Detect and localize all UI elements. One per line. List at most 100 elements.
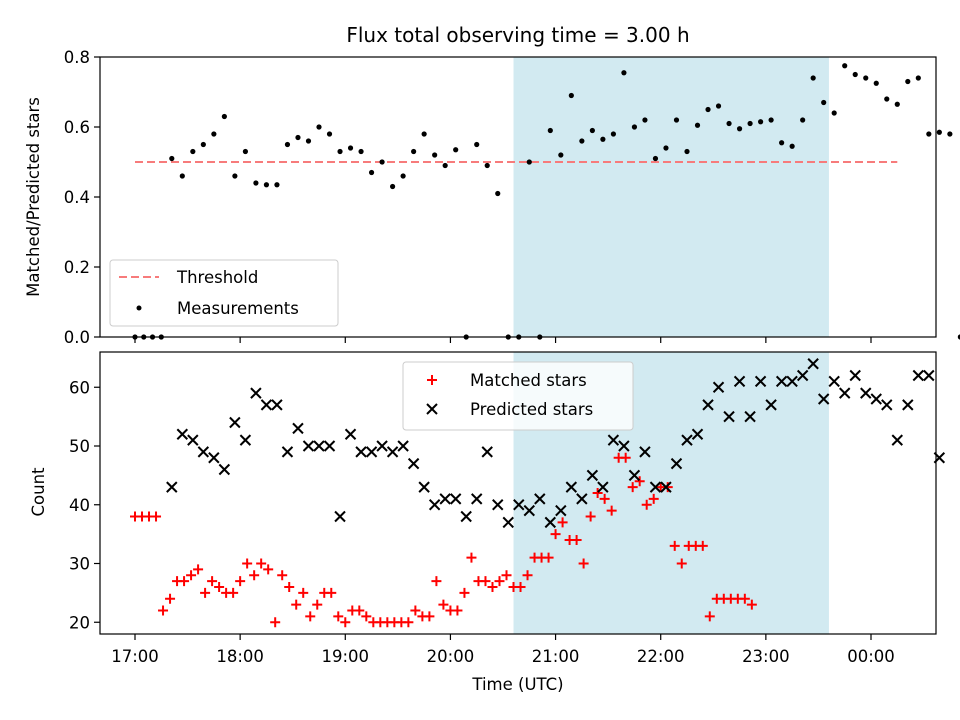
predicted-star-point: [471, 493, 483, 505]
measurement-point: [957, 334, 960, 340]
matched-star-point: [326, 587, 337, 598]
matched-star-point: [641, 499, 652, 510]
measurement-point: [621, 70, 627, 76]
measurement-point: [190, 148, 196, 155]
predicted-star-point: [176, 428, 189, 440]
predicted-star-point: [723, 410, 735, 423]
count-points-layer: [130, 358, 946, 628]
predicted-star-point: [639, 446, 651, 458]
matched-legend-swatch: [427, 375, 437, 385]
matched-star-point: [431, 576, 442, 587]
predicted-star-point: [765, 399, 777, 411]
count-x-tick-label: 19:00: [322, 647, 370, 666]
matched-star-point: [424, 611, 435, 622]
predicted-star-point: [407, 457, 420, 470]
measurement-point: [547, 127, 553, 134]
top-observing-span-layer: [513, 57, 829, 337]
measurement-point: [432, 152, 438, 158]
count-y-tick-label: 40: [69, 496, 90, 515]
matched-star-point: [522, 570, 533, 581]
measurement-point: [747, 120, 753, 127]
predicted-star-point: [607, 434, 620, 446]
count-axis-layer: 20 30 40 50 60 17:00 18:00 19:00 20:00 21:00 22:00…: [69, 351, 937, 666]
measurement-point: [242, 148, 248, 155]
predicted-star-point: [292, 422, 304, 435]
matched-star-point: [151, 511, 162, 522]
ratio-legend-box: [109, 259, 339, 327]
ratio-y-tick-label: 0.4: [64, 188, 90, 207]
predicted-star-point: [744, 410, 756, 423]
chart-title: Flux total observing time = 3.00 h: [346, 23, 689, 47]
predicted-star-point: [565, 481, 578, 493]
measurement-point: [263, 182, 270, 188]
measurement-point: [831, 110, 837, 116]
matched-star-point: [298, 587, 309, 598]
measurement-point: [484, 162, 490, 169]
measurement-point: [642, 117, 648, 123]
measurement-point: [631, 124, 638, 130]
matched-star-point: [480, 576, 491, 587]
matched-star-point: [340, 617, 351, 628]
predicted-star-point: [733, 375, 746, 388]
ratio-axis-layer: 0.0 0.2 0.4 0.6 0.8: [64, 48, 937, 347]
count-x-tick-label: 17:00: [111, 647, 159, 666]
threshold-legend-label: Threshold: [176, 268, 258, 287]
measurement-point: [884, 96, 890, 102]
measurement-point: [726, 120, 732, 127]
predicted-star-point: [849, 369, 861, 382]
measurement-point: [600, 136, 606, 142]
measurement-point: [894, 101, 900, 107]
predicted-star-point: [187, 434, 199, 446]
matched-star-point: [459, 587, 470, 598]
predicted-star-point: [502, 516, 514, 529]
predicted-star-point: [460, 510, 472, 523]
matched-star-point: [515, 582, 526, 592]
matched-star-point: [403, 617, 414, 628]
predicted-star-point: [860, 387, 872, 399]
matched-star-point: [648, 493, 659, 504]
predicted-star-point: [397, 440, 409, 452]
predicted-star-point: [786, 375, 798, 388]
measurement-point: [390, 183, 396, 190]
count-y-tick-label: 30: [69, 555, 90, 574]
measurement-point: [863, 75, 869, 81]
measurement-point: [810, 75, 816, 81]
predicted-star-point: [923, 369, 935, 382]
predicted-star-point: [881, 399, 893, 411]
matched-star-point: [228, 587, 239, 598]
measurement-point: [421, 131, 427, 137]
matched-star-point: [200, 587, 211, 598]
count-x-tick-label: 21:00: [532, 647, 580, 666]
predicted-star-point: [796, 369, 809, 382]
predicted-legend-label: Predicted stars: [470, 400, 593, 419]
predicted-star-point: [166, 481, 178, 493]
predicted-star-point: [544, 516, 557, 529]
count-x-tick-label: 23:00: [742, 647, 790, 666]
ratio-panel: 0.00.20.40.60.8 Matched/Predicted stars …: [24, 48, 960, 347]
matched-star-point: [186, 570, 197, 581]
measurement-point: [705, 106, 711, 113]
measurement-point: [232, 173, 238, 179]
matched-star-point: [256, 558, 267, 569]
matched-star-point: [557, 517, 568, 528]
measurement-point: [326, 131, 333, 137]
predicted-star-point: [481, 446, 493, 458]
measurement-point: [663, 145, 669, 151]
matched-star-point: [193, 564, 204, 575]
measurement-point: [284, 141, 291, 148]
predicted-star-point: [555, 504, 567, 517]
measurement-point: [779, 140, 785, 146]
predicted-star-point: [534, 493, 546, 505]
matched-star-point: [578, 558, 589, 569]
count-x-tick-label: 20:00: [427, 647, 475, 666]
predicted-star-point: [376, 440, 388, 452]
measurement-point: [610, 131, 617, 137]
ratio-legend: Threshold Measurements: [109, 259, 339, 327]
matched-star-point: [669, 540, 680, 551]
measurement-point: [736, 126, 743, 132]
predicted-star-point: [218, 463, 231, 476]
predicted-star-point: [239, 434, 252, 446]
predicted-star-point: [250, 387, 262, 399]
measurement-point: [358, 148, 364, 155]
